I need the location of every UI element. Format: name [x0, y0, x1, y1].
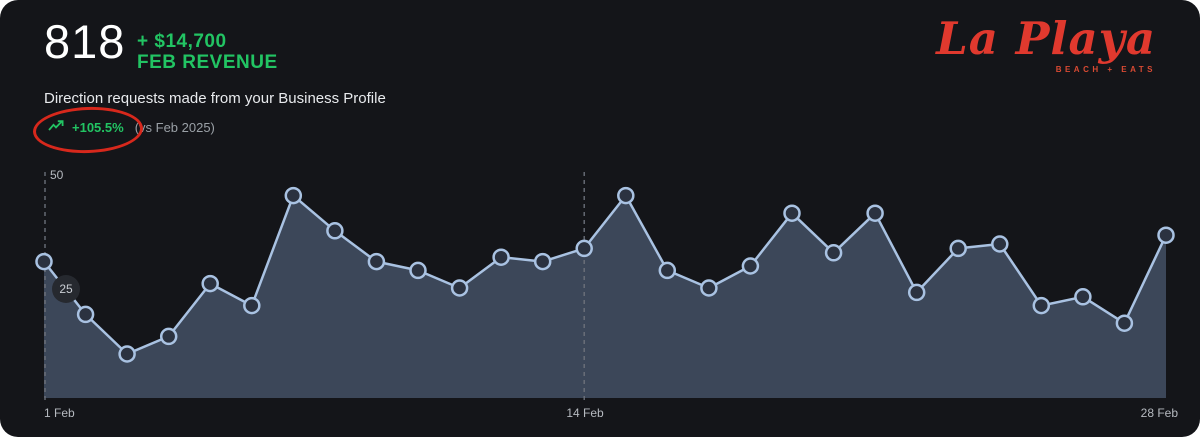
revenue-label: FEB REVENUE — [137, 52, 278, 73]
data-point-marker — [76, 305, 95, 324]
chart-line — [43, 194, 1168, 356]
data-point-marker — [1115, 314, 1134, 332]
data-point-marker — [326, 222, 344, 240]
chart-area-fill — [44, 195, 1166, 398]
data-point-marker — [284, 186, 303, 205]
brand-name: La Playa — [936, 12, 1156, 65]
revenue-amount: + $14,700 — [137, 31, 227, 52]
data-point-marker — [741, 257, 760, 275]
data-point-marker — [658, 261, 677, 280]
data-point-marker — [367, 252, 386, 271]
metric-value: 818 — [44, 15, 126, 68]
x-axis-label-1feb: 1 Feb — [44, 406, 75, 420]
data-point-marker — [159, 327, 178, 346]
chart-subtitle: Direction requests made from your Busine… — [44, 90, 386, 107]
y-axis-tick-25: 25 — [52, 275, 80, 303]
data-point-marker — [783, 204, 801, 222]
trend-row: +105.5% (vs Feb 2025) — [48, 119, 215, 135]
data-point-marker — [617, 186, 635, 205]
data-point-marker — [1032, 296, 1051, 315]
data-point-marker — [1074, 288, 1092, 306]
data-point-marker — [991, 235, 1009, 253]
x-axis-label-28feb: 28 Feb — [1140, 406, 1178, 420]
data-point-marker — [35, 252, 53, 271]
data-point-marker — [118, 345, 136, 363]
data-point-marker — [201, 274, 219, 293]
data-point-marker — [907, 283, 926, 302]
data-point-marker — [575, 239, 593, 258]
brand-logo: La Playa BEACH + EATS — [936, 16, 1156, 74]
trend-comparison: (vs Feb 2025) — [134, 119, 215, 135]
area-chart — [35, 172, 1175, 400]
brand-tagline: BEACH + EATS — [1055, 65, 1156, 74]
data-point-marker — [492, 248, 510, 266]
data-point-marker — [866, 204, 884, 222]
data-point-marker — [409, 261, 427, 280]
trend-percent: +105.5% — [72, 119, 124, 135]
data-point-marker — [824, 244, 843, 262]
trending-up-icon — [48, 119, 65, 135]
y-axis-tick-50: 50 — [50, 168, 64, 182]
data-point-marker — [949, 239, 967, 258]
x-axis-label-14feb: 14 Feb — [566, 406, 604, 420]
revenue-block: + $14,700 FEB REVENUE — [137, 31, 278, 73]
data-point-marker — [700, 279, 718, 297]
data-point-marker — [243, 296, 261, 315]
data-point-marker — [1157, 226, 1175, 244]
data-point-marker — [533, 252, 552, 271]
data-point-marker — [450, 279, 469, 297]
